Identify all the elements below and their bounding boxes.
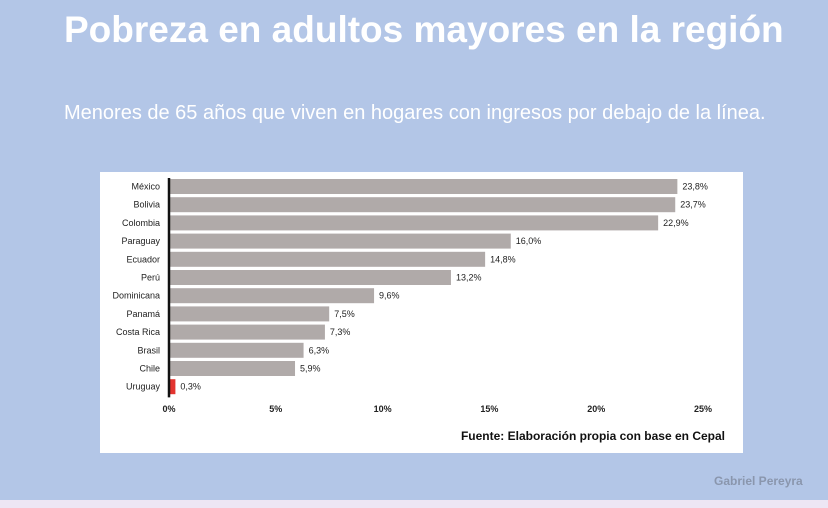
category-label-costa-rica: Costa Rica <box>116 327 160 337</box>
bar-panama <box>169 306 330 322</box>
value-label-bolivia: 23,7% <box>680 200 706 210</box>
bar-uruguay <box>169 379 176 395</box>
x-tick-label: 15% <box>480 404 498 414</box>
page-subtitle: Menores de 65 años que viven en hogares … <box>64 102 766 124</box>
page-title: Pobreza en adultos mayores en la región <box>64 9 784 50</box>
category-label-uruguay: Uruguay <box>126 382 161 392</box>
value-label-mexico: 23,8% <box>682 182 708 192</box>
category-label-peru: Perú <box>141 273 160 283</box>
category-label-paraguay: Paraguay <box>121 236 160 246</box>
value-label-colombia: 22,9% <box>663 218 689 228</box>
x-tick-label: 0% <box>162 404 175 414</box>
x-tick-label: 25% <box>694 404 712 414</box>
author-credit: Gabriel Pereyra <box>714 474 803 488</box>
value-label-uruguay: 0,3% <box>180 382 201 392</box>
bar-mexico <box>169 179 678 194</box>
bar-chart: México 23,8% Bolivia 23,7% Colombia 22,9% Para… <box>112 178 712 414</box>
category-label-ecuador: Ecuador <box>126 254 160 264</box>
bar-costa-rica <box>169 324 325 340</box>
category-label-dominicana: Dominicana <box>112 291 160 301</box>
value-label-costa-rica: 7,3% <box>330 327 351 337</box>
value-label-brasil: 6,3% <box>309 345 330 355</box>
bar-dominicana <box>169 288 375 304</box>
x-tick-label: 5% <box>269 404 282 414</box>
bar-colombia <box>169 215 659 231</box>
bottom-strip <box>0 500 828 508</box>
bar-peru <box>169 270 451 285</box>
bar-chile <box>169 361 296 376</box>
value-label-chile: 5,9% <box>300 364 321 374</box>
bar-ecuador <box>169 251 486 267</box>
category-label-chile: Chile <box>139 364 160 374</box>
category-label-bolivia: Bolivia <box>133 200 160 210</box>
bar-bolivia <box>169 197 676 213</box>
chart-source: Fuente: Elaboración propia con base en C… <box>460 429 725 443</box>
chart-card: México 23,8% Bolivia 23,7% Colombia 22,9% Para… <box>100 172 743 453</box>
value-label-peru: 13,2% <box>456 273 482 283</box>
category-label-brasil: Brasil <box>137 345 160 355</box>
category-label-panama: Panamá <box>126 309 160 319</box>
bar-paraguay <box>169 233 511 249</box>
category-label-colombia: Colombia <box>122 218 160 228</box>
category-label-mexico: México <box>131 182 160 192</box>
value-label-ecuador: 14,8% <box>490 254 516 264</box>
value-label-paraguay: 16,0% <box>516 236 542 246</box>
x-tick-label: 10% <box>374 404 392 414</box>
x-tick-label: 20% <box>587 404 605 414</box>
bar-brasil <box>169 342 304 358</box>
value-label-panama: 7,5% <box>334 309 355 319</box>
value-label-dominicana: 9,6% <box>379 291 400 301</box>
